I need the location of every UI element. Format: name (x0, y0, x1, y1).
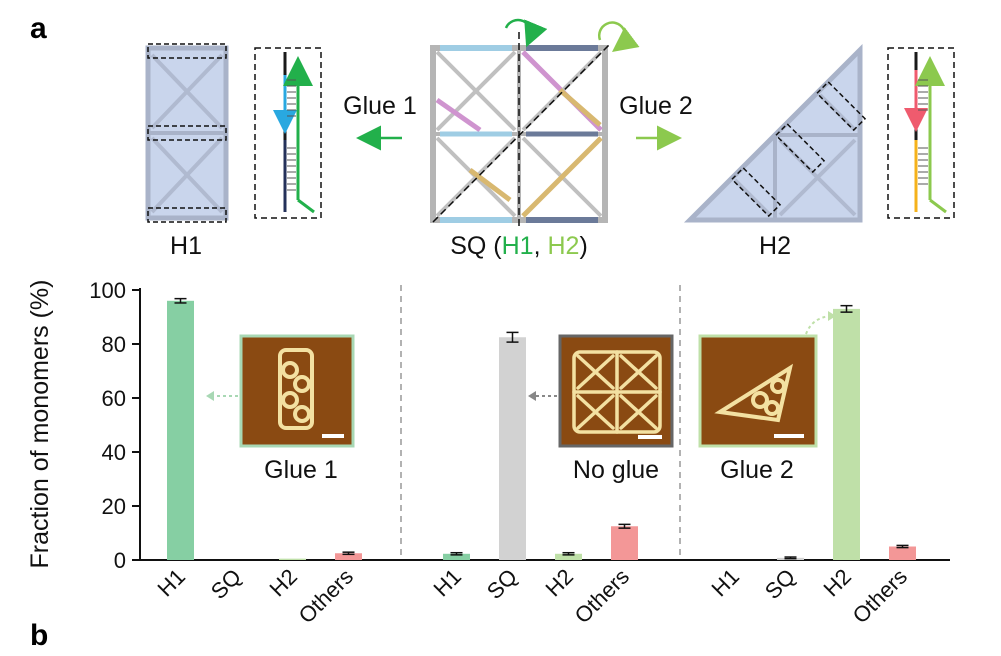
glue1-arrow-label: Glue 1 (343, 92, 417, 120)
bar (611, 526, 638, 560)
sq-label-h2: H2 (547, 232, 579, 260)
h2-label: H2 (759, 232, 791, 260)
h2-strand-inset (887, 47, 955, 219)
afm-inset-glue1 (239, 334, 355, 448)
panel-label-a: a (30, 12, 47, 45)
x-tick-label: SQ (482, 564, 522, 604)
y-tick-label: 60 (102, 386, 126, 411)
x-tick-label: Others (570, 564, 634, 628)
sq-origami-diagram (430, 18, 640, 228)
bar-chart: Fraction of monomers (%) 0 20 40 60 80 100 H1… (26, 278, 950, 628)
sq-label-suffix: ) (579, 232, 587, 260)
h1-label: H1 (170, 232, 202, 260)
sq-label-prefix: SQ ( (450, 232, 502, 260)
h1-origami-diagram (145, 43, 229, 223)
x-tick-label: Others (294, 564, 358, 628)
glue2-inset-pointer (805, 315, 831, 335)
glue2-arrow-label: Glue 2 (619, 92, 693, 120)
sq-label-h1: H1 (502, 232, 534, 260)
h2-origami-diagram (683, 43, 867, 223)
afm-inset-glue2 (698, 334, 818, 448)
bar (279, 558, 306, 560)
x-tick-label: SQ (206, 564, 246, 604)
x-tick-label: H1 (428, 564, 466, 602)
x-tick-label: Others (848, 564, 912, 628)
panel-label-b: b (30, 619, 48, 652)
afm-label-glue1: Glue 1 (264, 456, 338, 484)
y-tick-label: 80 (102, 332, 126, 357)
glue2-inset-pointer-head (828, 311, 836, 321)
y-axis-title: Fraction of monomers (%) (26, 280, 54, 569)
y-ticks: 0 20 40 60 80 100 (89, 278, 140, 573)
bar (555, 553, 582, 560)
glue1-inset-pointer-head (206, 391, 214, 401)
x-tick-label: H1 (152, 564, 190, 602)
afm-inset-noglue (558, 334, 674, 448)
bar (167, 300, 194, 560)
x-tick-label: H2 (818, 564, 856, 602)
sq-label: SQ (H1, H2) (450, 232, 588, 260)
afm-label-noglue: No glue (573, 456, 659, 484)
noglue-inset-pointer-head (528, 391, 536, 401)
bar (443, 553, 470, 560)
bars (167, 297, 916, 560)
h1-strand-inset (254, 47, 322, 219)
bar (335, 553, 362, 560)
bar (889, 546, 916, 560)
x-tick-label: SQ (760, 564, 800, 604)
x-tick-label: H2 (540, 564, 578, 602)
y-tick-label: 100 (89, 278, 126, 303)
sq-label-sep: , (534, 232, 548, 260)
afm-label-glue2: Glue 2 (720, 456, 794, 484)
y-tick-label: 40 (102, 440, 126, 465)
y-tick-label: 0 (114, 548, 126, 573)
y-tick-label: 20 (102, 494, 126, 519)
bar (833, 308, 860, 560)
bar (499, 337, 526, 560)
x-tick-label: H1 (706, 564, 744, 602)
x-tick-label: H2 (264, 564, 302, 602)
